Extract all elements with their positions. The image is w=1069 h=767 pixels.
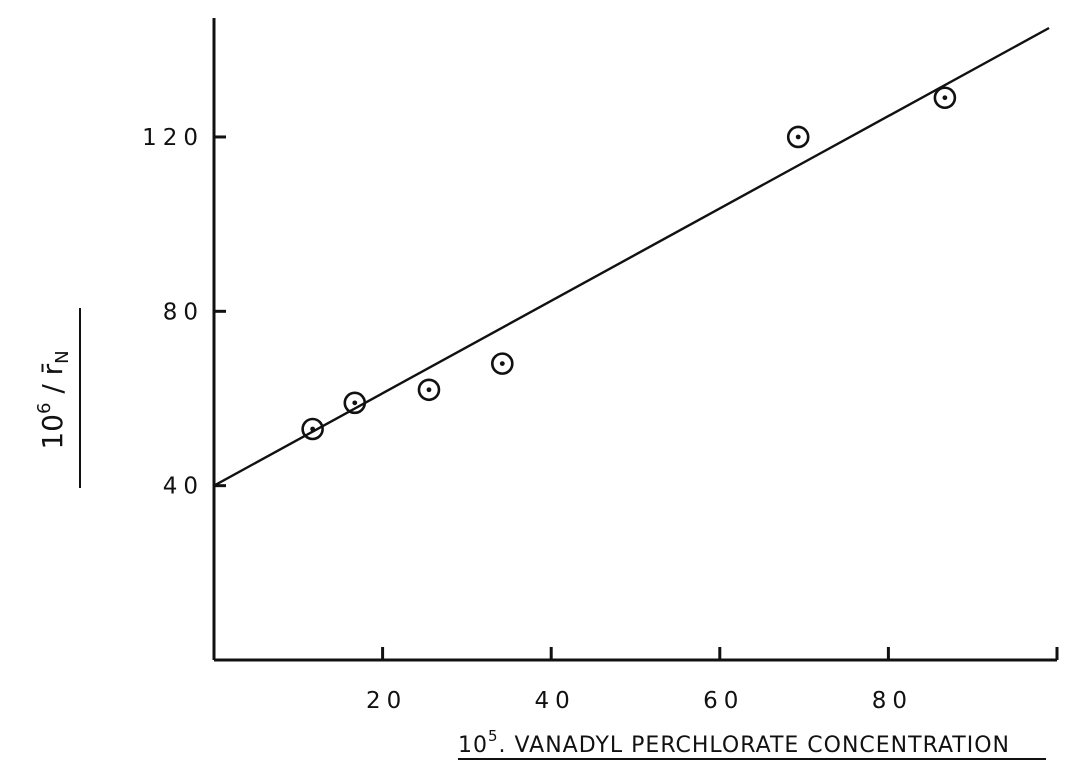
y-axis-label: 106 / r̄N [34,350,73,449]
plot-area: 20 40 60 80 40 80 120 [142,18,1059,714]
data-point-ring [933,86,957,110]
data-point-center [352,400,358,406]
data-point [491,352,514,375]
data-point [417,378,441,402]
y-tick-label: 40 [163,474,204,500]
data-point-ring [343,391,367,415]
data-point-center [426,387,432,393]
data-points [301,86,957,441]
fit-line [213,26,1050,487]
data-point-center [795,134,801,140]
x-tick-label: 80 [872,688,913,714]
x-tick-label: 60 [703,688,744,714]
data-point-ring [417,378,441,402]
x-axis-label: 105. VANADYL PERCHLORATE CONCENTRATION [458,727,1010,758]
data-point-ring [786,125,810,149]
x-ticks: 20 40 60 80 [366,647,1059,714]
data-point-center [499,361,505,367]
x-tick-label: 20 [366,688,407,714]
data-point-ring [491,352,514,375]
data-point [786,125,810,149]
y-ticks: 40 80 120 [142,125,226,500]
data-point-center [942,95,948,101]
data-point [933,86,957,110]
data-point [343,391,367,415]
y-tick-label: 120 [142,125,204,151]
data-point-ring [301,417,324,441]
x-tick-label: 40 [535,688,576,714]
data-point-center [310,426,316,432]
data-point [301,417,324,441]
y-tick-label: 80 [163,299,204,325]
